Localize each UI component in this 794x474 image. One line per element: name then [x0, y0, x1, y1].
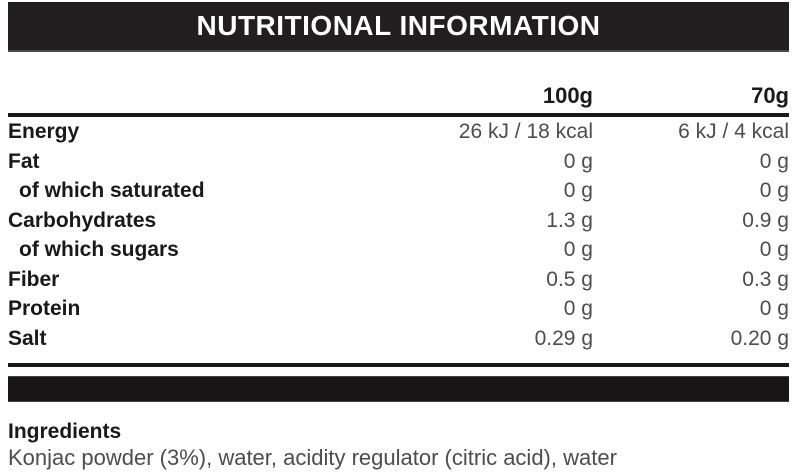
row-value-70g: 0.20 g: [730, 326, 789, 350]
table-header-row: 100g 70g: [8, 85, 789, 117]
row-value-100g: 0 g: [563, 297, 593, 320]
row-label: Protein: [8, 297, 81, 320]
row-value-100g: 0.5 g: [546, 267, 593, 291]
row-value-100g: 0 g: [563, 238, 593, 261]
row-value-70g: 0.9 g: [742, 208, 789, 232]
table-row: Energy 26 kJ / 18 kcal 6 kJ / 4 kcal: [8, 115, 789, 147]
nutrition-table: 100g 70g Energy 26 kJ / 18 kcal 6 kJ / 4…: [8, 85, 789, 353]
row-value-100g: 0.29 g: [534, 326, 593, 350]
column-header-empty: [8, 85, 405, 117]
column-header-70g: 70g: [593, 85, 789, 117]
table-row: Fiber 0.5 g 0.3 g: [8, 265, 789, 295]
row-value-70g: 0 g: [759, 297, 789, 320]
row-value-70g: 0 g: [759, 238, 789, 261]
row-value-70g: 6 kJ / 4 kcal: [678, 120, 789, 143]
row-label: Fat: [8, 149, 40, 173]
table-row: Protein 0 g 0 g: [8, 294, 789, 324]
bottom-divider-bar: [8, 376, 789, 402]
row-value-100g: 0 g: [563, 149, 593, 173]
table-row: of which sugars 0 g 0 g: [8, 235, 789, 265]
ingredients-section: Ingredients Konjac powder (3%), water, a…: [8, 420, 789, 471]
nutrition-header-bar: NUTRITIONAL INFORMATION: [8, 2, 789, 52]
row-value-100g: 26 kJ / 18 kcal: [458, 120, 593, 143]
row-value-100g: 0 g: [563, 179, 593, 202]
table-row: Carbohydrates 1.3 g 0.9 g: [8, 206, 789, 236]
table-bottom-rule: [8, 363, 789, 367]
row-label: Salt: [8, 326, 47, 350]
ingredients-heading: Ingredients: [8, 420, 122, 443]
row-label: of which saturated: [19, 179, 205, 202]
row-label: Carbohydrates: [8, 208, 157, 232]
row-label: of which sugars: [19, 238, 179, 261]
row-value-100g: 1.3 g: [546, 208, 593, 232]
table-row: Salt 0.29 g 0.20 g: [8, 324, 789, 354]
row-value-70g: 0.3 g: [742, 267, 789, 291]
row-value-70g: 0 g: [759, 149, 789, 173]
row-label: Energy: [8, 120, 80, 143]
page-title: NUTRITIONAL INFORMATION: [196, 10, 601, 41]
ingredients-text: Konjac powder (3%), water, acidity regul…: [8, 445, 617, 470]
table-row: Fat 0 g 0 g: [8, 147, 789, 177]
row-value-70g: 0 g: [759, 179, 789, 202]
row-label: Fiber: [8, 267, 60, 291]
table-row: of which saturated 0 g 0 g: [8, 176, 789, 206]
column-header-100g: 100g: [405, 85, 593, 117]
